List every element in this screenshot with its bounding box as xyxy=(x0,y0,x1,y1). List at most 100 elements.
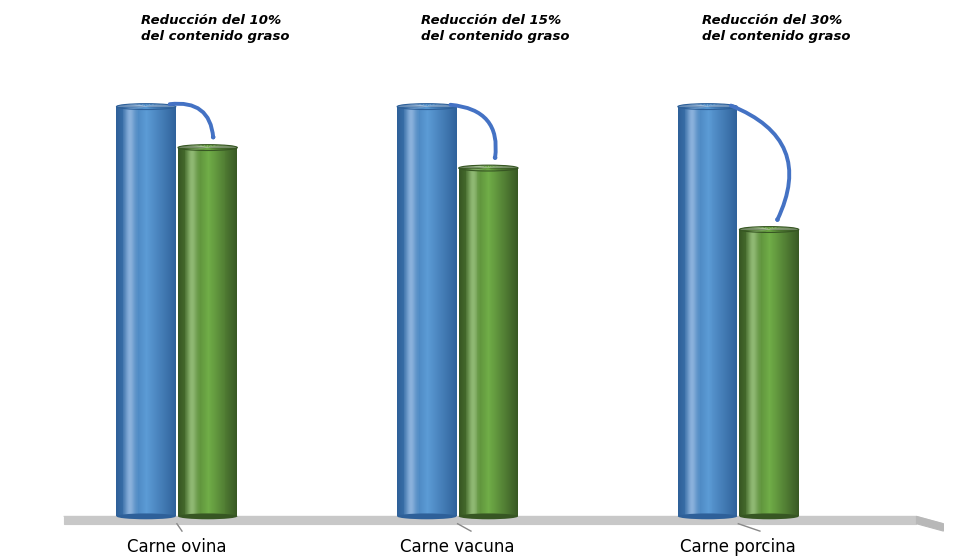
Polygon shape xyxy=(146,106,155,110)
Bar xyxy=(412,106,413,516)
Bar xyxy=(726,106,727,516)
Bar xyxy=(711,106,712,516)
Bar xyxy=(687,106,688,516)
Bar xyxy=(117,106,118,516)
Bar xyxy=(397,106,398,516)
Bar xyxy=(204,148,205,516)
Bar xyxy=(170,106,171,516)
Polygon shape xyxy=(488,168,498,171)
Polygon shape xyxy=(467,168,488,170)
Polygon shape xyxy=(179,146,208,148)
Bar xyxy=(432,106,433,516)
Polygon shape xyxy=(694,104,708,106)
Text: Reducción del 15%
del contenido graso: Reducción del 15% del contenido graso xyxy=(421,14,570,43)
Polygon shape xyxy=(708,106,737,108)
Polygon shape xyxy=(208,145,225,148)
Bar xyxy=(776,230,777,516)
Polygon shape xyxy=(488,168,517,169)
Bar xyxy=(404,106,405,516)
Polygon shape xyxy=(708,104,716,106)
Bar xyxy=(234,148,235,516)
Polygon shape xyxy=(401,105,427,106)
Bar xyxy=(471,168,472,516)
Polygon shape xyxy=(459,167,488,168)
Polygon shape xyxy=(488,168,516,169)
Polygon shape xyxy=(208,148,217,151)
Bar xyxy=(704,106,705,516)
Bar xyxy=(755,230,756,516)
Bar xyxy=(772,230,773,516)
Polygon shape xyxy=(427,104,436,106)
Bar xyxy=(148,106,149,516)
Text: Reducción del 30%
del contenido graso: Reducción del 30% del contenido graso xyxy=(702,14,851,43)
Polygon shape xyxy=(687,104,708,106)
Bar xyxy=(187,148,188,516)
Bar xyxy=(147,106,148,516)
Polygon shape xyxy=(422,106,427,110)
Bar xyxy=(773,230,774,516)
Bar xyxy=(743,230,744,516)
Polygon shape xyxy=(745,227,769,230)
Bar xyxy=(460,168,461,516)
Polygon shape xyxy=(203,148,208,151)
Polygon shape xyxy=(128,104,146,106)
Polygon shape xyxy=(208,144,213,148)
Polygon shape xyxy=(401,106,427,108)
Polygon shape xyxy=(708,106,728,109)
Polygon shape xyxy=(708,106,731,109)
Bar xyxy=(766,230,767,516)
Bar xyxy=(788,230,789,516)
Polygon shape xyxy=(118,106,146,108)
Bar xyxy=(413,106,414,516)
Bar xyxy=(740,230,742,516)
Bar xyxy=(132,106,133,516)
Polygon shape xyxy=(756,230,769,232)
Bar xyxy=(769,230,770,516)
Bar xyxy=(517,168,518,516)
Bar xyxy=(475,168,476,516)
Polygon shape xyxy=(179,148,208,149)
Bar xyxy=(476,168,477,516)
Bar xyxy=(709,106,710,516)
FancyArrowPatch shape xyxy=(731,106,789,220)
Bar xyxy=(779,230,780,516)
Polygon shape xyxy=(769,227,787,230)
Bar xyxy=(751,230,752,516)
Polygon shape xyxy=(64,516,916,524)
Bar xyxy=(796,230,797,516)
Bar xyxy=(794,230,795,516)
Bar xyxy=(494,168,495,516)
Polygon shape xyxy=(708,106,734,108)
Bar xyxy=(492,168,493,516)
Bar xyxy=(491,168,492,516)
Polygon shape xyxy=(208,148,228,150)
Polygon shape xyxy=(484,168,488,171)
Polygon shape xyxy=(146,105,172,106)
Bar xyxy=(472,168,473,516)
Bar xyxy=(466,168,467,516)
Bar xyxy=(426,106,427,516)
Bar xyxy=(728,106,729,516)
Bar xyxy=(765,230,766,516)
Bar xyxy=(134,106,135,516)
Bar xyxy=(218,148,219,516)
Polygon shape xyxy=(769,227,783,230)
Bar xyxy=(161,106,162,516)
Bar xyxy=(703,106,704,516)
Bar xyxy=(229,148,230,516)
Bar xyxy=(767,230,768,516)
Bar xyxy=(135,106,136,516)
Bar xyxy=(222,148,223,516)
Bar xyxy=(431,106,432,516)
Bar xyxy=(774,230,775,516)
Polygon shape xyxy=(916,516,944,531)
Polygon shape xyxy=(764,227,769,230)
Polygon shape xyxy=(208,145,228,148)
Bar xyxy=(717,106,718,516)
Polygon shape xyxy=(741,230,769,231)
Bar xyxy=(784,230,785,516)
Bar xyxy=(490,168,491,516)
Bar xyxy=(506,168,507,516)
Bar xyxy=(733,106,734,516)
Bar xyxy=(219,148,220,516)
